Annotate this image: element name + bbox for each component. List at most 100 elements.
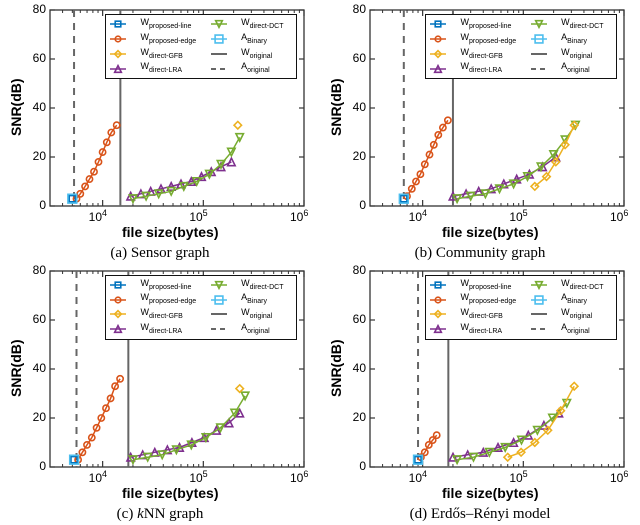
legend-icon-direct_dct (210, 280, 238, 290)
x-axis-label: file size(bytes) (122, 224, 218, 240)
legend-icon-a_original (210, 64, 238, 74)
xtick-label: 106 (610, 469, 628, 485)
legend-icon-a_binary (530, 295, 558, 305)
y-axis-label: SNR(dB) (328, 339, 344, 397)
ytick-label: 40 (353, 361, 366, 375)
legend-label-a_binary: ABinary (561, 32, 613, 47)
ytick-label: 60 (33, 312, 46, 326)
legend-label-direct_dct: Wdirect-DCT (561, 17, 613, 32)
legend-icon-a_binary (210, 34, 238, 44)
legend-label-a_binary: ABinary (561, 292, 613, 307)
ytick-label: 0 (359, 198, 366, 212)
xtick-label: 104 (409, 208, 427, 224)
panel-caption: (c) kNN graph (0, 506, 320, 523)
legend-label-a_original: Aoriginal (241, 322, 293, 337)
ytick-label: 40 (33, 100, 46, 114)
legend-icon-w_original (530, 49, 558, 59)
xtick-label: 105 (509, 208, 527, 224)
xtick-label: 106 (610, 208, 628, 224)
legend-label-proposed_edge: Wproposed-edge (141, 292, 206, 307)
legend-label-direct_dct: Wdirect-DCT (241, 278, 293, 293)
panel-caption: (d) Erdős–Rényi model (320, 506, 640, 523)
legend: Wproposed-lineWdirect-DCTWproposed-edgeA… (105, 275, 297, 340)
legend-icon-direct_lra (109, 64, 137, 74)
legend-icon-direct_dct (210, 19, 238, 29)
legend-label-proposed_edge: Wproposed-edge (141, 32, 206, 47)
ytick-label: 80 (33, 263, 46, 277)
legend-icon-direct_dct (530, 280, 558, 290)
legend-icon-a_original (530, 324, 558, 334)
legend-icon-direct_lra (109, 324, 137, 334)
legend-label-a_binary: ABinary (241, 292, 293, 307)
legend: Wproposed-line Wdirect-DCT Wproposed-edge A… (105, 14, 297, 79)
xtick-label: 105 (189, 469, 207, 485)
xtick-label: 104 (409, 469, 427, 485)
legend-icon-w_original (530, 309, 558, 319)
legend-label-proposed_edge: Wproposed-edge (461, 292, 526, 307)
legend-label-direct_lra: Wdirect-LRA (461, 322, 526, 337)
xtick-label: 105 (509, 469, 527, 485)
legend-label-direct_dct: Wdirect-DCT (561, 278, 613, 293)
legend-label-w_original: Woriginal (241, 307, 293, 322)
xtick-label: 106 (290, 208, 308, 224)
ytick-label: 60 (353, 312, 366, 326)
legend-label-proposed_line: Wproposed-line (461, 278, 526, 293)
ytick-label: 0 (359, 459, 366, 473)
legend-label-proposed_edge: Wproposed-edge (461, 32, 526, 47)
x-axis-label: file size(bytes) (122, 485, 218, 501)
legend-icon-direct_lra (429, 324, 457, 334)
ytick-label: 60 (353, 51, 366, 65)
panel-caption: (a) Sensor graph (0, 245, 320, 262)
legend-label-a_binary: ABinary (241, 32, 293, 47)
legend-icon-direct_gfb (429, 49, 457, 59)
legend-icon-proposed_edge (429, 295, 457, 305)
x-axis-label: file size(bytes) (442, 224, 538, 240)
legend-icon-proposed_line (109, 280, 137, 290)
legend-label-proposed_line: Wproposed-line (141, 17, 206, 32)
legend-icon-direct_gfb (109, 49, 137, 59)
y-axis-label: SNR(dB) (8, 78, 24, 136)
xtick-label: 106 (290, 469, 308, 485)
ytick-label: 40 (353, 100, 366, 114)
panel-c: 020406080104105106SNR(dB)file size(bytes… (0, 265, 320, 525)
legend: Wproposed-lineWdirect-DCTWproposed-edgeA… (425, 14, 617, 79)
legend-label-direct_dct: Wdirect-DCT (241, 17, 293, 32)
legend-icon-proposed_edge (109, 34, 137, 44)
legend-label-a_original: Aoriginal (241, 61, 293, 76)
panel-a: 020406080104105106SNR(dB)file size(bytes… (0, 4, 320, 264)
legend-icon-proposed_line (109, 19, 137, 29)
legend-icon-direct_gfb (429, 309, 457, 319)
panel-d: 020406080104105106SNR(dB)file size(bytes… (320, 265, 640, 525)
legend-label-a_original: Aoriginal (561, 322, 613, 337)
legend-label-direct_gfb: Wdirect-GFB (141, 47, 206, 62)
legend-icon-w_original (210, 309, 238, 319)
ytick-label: 80 (353, 2, 366, 16)
ytick-label: 0 (39, 198, 46, 212)
ytick-label: 20 (33, 410, 46, 424)
y-axis-label: SNR(dB) (8, 339, 24, 397)
panel-caption: (b) Community graph (320, 245, 640, 262)
xtick-label: 105 (189, 208, 207, 224)
legend-label-w_original: Woriginal (561, 47, 613, 62)
x-axis-label: file size(bytes) (442, 485, 538, 501)
legend-label-direct_lra: Wdirect-LRA (141, 322, 206, 337)
ytick-label: 20 (33, 149, 46, 163)
legend-icon-direct_dct (530, 19, 558, 29)
legend-icon-a_original (530, 64, 558, 74)
legend-icon-proposed_line (429, 280, 457, 290)
ytick-label: 20 (353, 410, 366, 424)
legend-label-direct_gfb: Wdirect-GFB (461, 307, 526, 322)
legend-icon-proposed_edge (429, 34, 457, 44)
legend: Wproposed-line Wdirect-DCT Wproposed-edge A… (425, 275, 617, 340)
legend-label-w_original: Woriginal (561, 307, 613, 322)
legend-icon-w_original (210, 49, 238, 59)
panel-b: 020406080104105106SNR(dB)file size(bytes… (320, 4, 640, 264)
legend-icon-proposed_edge (109, 295, 137, 305)
legend-label-direct_lra: Wdirect-LRA (141, 61, 206, 76)
legend-label-direct_lra: Wdirect-LRA (461, 61, 526, 76)
legend-icon-proposed_line (429, 19, 457, 29)
legend-label-a_original: Aoriginal (561, 61, 613, 76)
ytick-label: 40 (33, 361, 46, 375)
xtick-label: 104 (89, 469, 107, 485)
ytick-label: 60 (33, 51, 46, 65)
